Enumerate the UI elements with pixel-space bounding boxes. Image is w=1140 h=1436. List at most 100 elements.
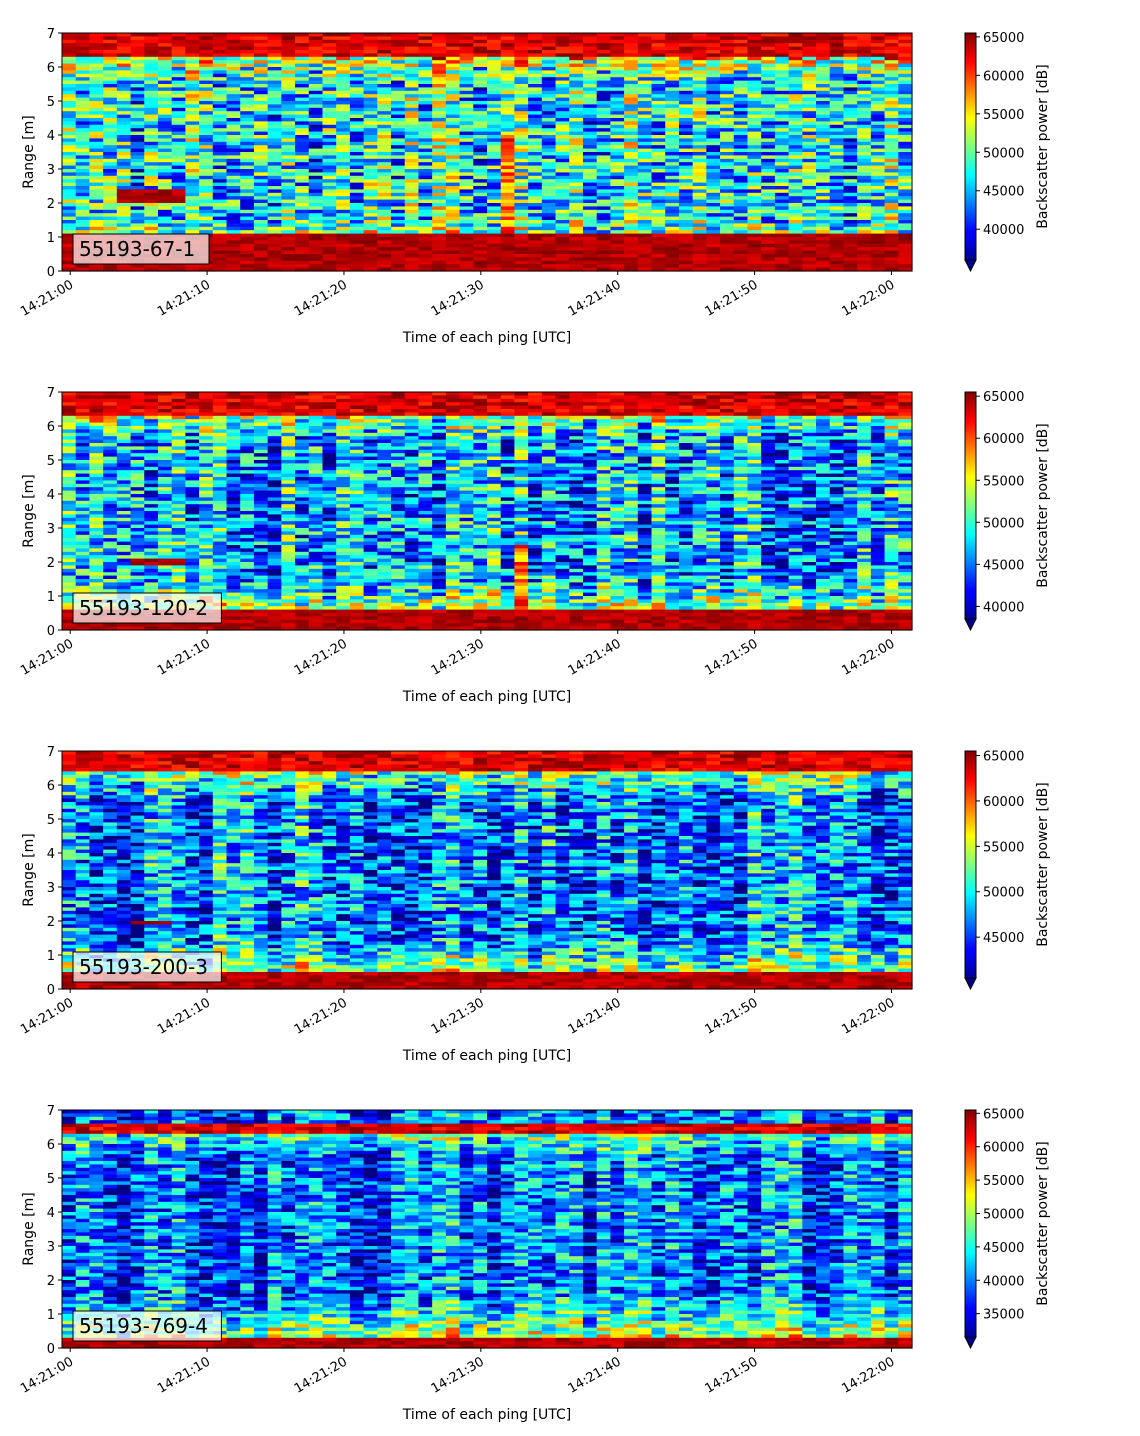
heatmap-cell bbox=[308, 158, 324, 163]
heatmap-cell bbox=[267, 196, 282, 201]
heatmap-cell bbox=[418, 33, 433, 37]
heatmap-cell bbox=[185, 189, 200, 194]
heatmap-cell bbox=[500, 206, 516, 211]
heatmap-cell bbox=[308, 33, 324, 37]
heatmap-cell bbox=[281, 131, 296, 136]
heatmap-cell bbox=[637, 196, 653, 201]
heatmap-cell bbox=[377, 199, 392, 204]
heatmap-cell bbox=[199, 121, 214, 126]
heatmap-cell bbox=[89, 46, 104, 51]
heatmap-cell bbox=[157, 179, 173, 184]
heatmap-cell bbox=[185, 135, 200, 139]
heatmap-cell bbox=[295, 257, 310, 262]
heatmap-cell bbox=[473, 179, 488, 184]
heatmap-cell bbox=[665, 223, 680, 228]
heatmap-cell bbox=[500, 196, 516, 201]
heatmap-cell bbox=[267, 223, 282, 228]
heatmap-cell bbox=[747, 213, 762, 218]
heatmap-cell bbox=[610, 213, 625, 218]
heatmap-cell bbox=[157, 39, 173, 44]
heatmap-cell bbox=[240, 124, 255, 129]
heatmap-cell bbox=[157, 398, 173, 403]
heatmap-cell bbox=[281, 257, 296, 262]
heatmap-cell bbox=[144, 192, 159, 197]
heatmap-cell bbox=[62, 189, 77, 194]
heatmap-cell bbox=[281, 63, 296, 68]
heatmap-cell bbox=[377, 186, 392, 190]
heatmap-cell bbox=[761, 206, 776, 211]
heatmap-cell bbox=[349, 131, 365, 136]
heatmap-cell bbox=[226, 152, 241, 156]
heatmap-cell bbox=[226, 165, 241, 170]
heatmap-cell bbox=[171, 124, 186, 129]
heatmap-cell bbox=[171, 121, 186, 126]
heatmap-cell bbox=[157, 135, 173, 139]
heatmap-cell bbox=[733, 162, 749, 167]
heatmap-cell bbox=[363, 267, 378, 272]
heatmap-cell bbox=[349, 260, 365, 265]
heatmap-cell bbox=[116, 196, 132, 201]
heatmap-cell bbox=[432, 50, 447, 54]
heatmap-cell bbox=[857, 179, 872, 184]
heatmap-cell bbox=[116, 67, 132, 71]
heatmap-cell bbox=[391, 77, 406, 82]
heatmap-cell bbox=[116, 107, 132, 112]
heatmap-cell bbox=[199, 169, 214, 173]
heatmap-cell bbox=[761, 145, 776, 150]
heatmap-cell bbox=[308, 77, 324, 82]
heatmap-cell bbox=[843, 172, 858, 177]
heatmap-cell bbox=[459, 43, 474, 48]
heatmap-cell bbox=[884, 172, 899, 177]
heatmap-cell bbox=[336, 80, 351, 85]
heatmap-cell bbox=[185, 179, 200, 184]
heatmap-cell bbox=[582, 189, 598, 194]
heatmap-cell bbox=[404, 223, 420, 228]
heatmap-cell bbox=[774, 128, 790, 133]
heatmap-cell bbox=[103, 158, 118, 163]
heatmap-cell bbox=[62, 175, 77, 180]
heatmap-cell bbox=[322, 203, 337, 207]
heatmap-cell bbox=[89, 152, 104, 156]
heatmap-cell bbox=[404, 243, 420, 248]
heatmap-cell bbox=[610, 247, 625, 252]
heatmap-cell bbox=[171, 77, 186, 82]
heatmap-cell bbox=[281, 33, 296, 37]
heatmap-cell bbox=[555, 230, 570, 235]
heatmap-cell bbox=[459, 182, 474, 187]
heatmap-cell bbox=[267, 155, 282, 160]
heatmap-cell bbox=[404, 121, 420, 126]
heatmap-cell bbox=[569, 223, 584, 228]
heatmap-cell bbox=[295, 196, 310, 201]
heatmap-cell bbox=[418, 121, 433, 126]
heatmap-cell bbox=[75, 101, 91, 105]
heatmap-cell bbox=[432, 101, 447, 105]
heatmap-cell bbox=[418, 77, 433, 82]
heatmap-cell bbox=[295, 203, 310, 207]
heatmap-cell bbox=[253, 121, 269, 126]
heatmap-cell bbox=[199, 220, 214, 224]
heatmap-cell bbox=[541, 179, 557, 184]
heatmap-cell bbox=[185, 70, 200, 75]
heatmap-cell bbox=[377, 114, 392, 119]
heatmap-cell bbox=[171, 87, 186, 92]
heatmap-cell bbox=[377, 175, 392, 180]
heatmap-cell bbox=[445, 111, 461, 116]
heatmap-cell bbox=[432, 121, 447, 126]
heatmap-cell bbox=[212, 243, 228, 248]
heatmap-cell bbox=[720, 138, 735, 143]
heatmap-cell bbox=[404, 145, 420, 150]
heatmap-cell bbox=[157, 196, 173, 201]
heatmap-cell bbox=[432, 145, 447, 150]
heatmap-cell bbox=[802, 247, 817, 252]
heatmap-cell bbox=[281, 101, 296, 105]
heatmap-cell bbox=[404, 114, 420, 119]
heatmap-cell bbox=[788, 213, 803, 218]
heatmap-cell bbox=[281, 90, 296, 95]
heatmap-cell bbox=[295, 216, 310, 221]
heatmap-cell bbox=[75, 33, 91, 37]
heatmap-cell bbox=[349, 264, 365, 269]
heatmap-cell bbox=[116, 155, 132, 160]
heatmap-cell bbox=[75, 141, 91, 146]
heatmap-cell bbox=[226, 237, 241, 241]
heatmap-cell bbox=[116, 39, 132, 44]
